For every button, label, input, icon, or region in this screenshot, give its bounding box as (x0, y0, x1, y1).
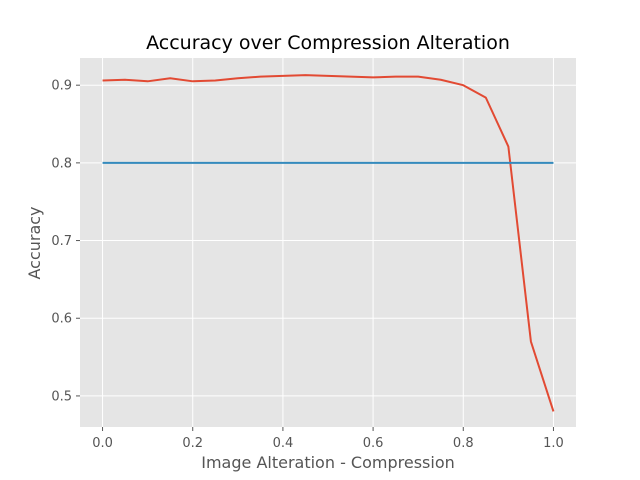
chart-title: Accuracy over Compression Alteration (146, 32, 510, 54)
y-tick-label: 0.8 (51, 156, 72, 171)
y-axis-label: Accuracy (25, 206, 44, 279)
x-axis-ticks: 0.0 0.2 0.4 0.6 0.8 1.0 (92, 427, 564, 451)
y-axis-ticks: 0.5 0.6 0.7 0.8 0.9 (51, 79, 80, 404)
y-tick-label: 0.5 (51, 389, 72, 404)
x-axis-label: Image Alteration - Compression (201, 453, 455, 472)
x-tick-label: 1.0 (543, 436, 564, 451)
x-tick-label: 0.6 (363, 436, 384, 451)
plot-background (80, 58, 576, 427)
x-tick-label: 0.0 (92, 436, 113, 451)
x-tick-label: 0.8 (453, 436, 474, 451)
x-tick-label: 0.2 (182, 436, 203, 451)
series-line-0 (102, 74, 555, 412)
x-tick-label: 0.4 (273, 436, 294, 451)
y-tick-label: 0.9 (51, 79, 72, 94)
y-tick-label: 0.6 (51, 312, 72, 327)
series-lines (102, 74, 555, 412)
y-tick-label: 0.7 (51, 234, 72, 249)
